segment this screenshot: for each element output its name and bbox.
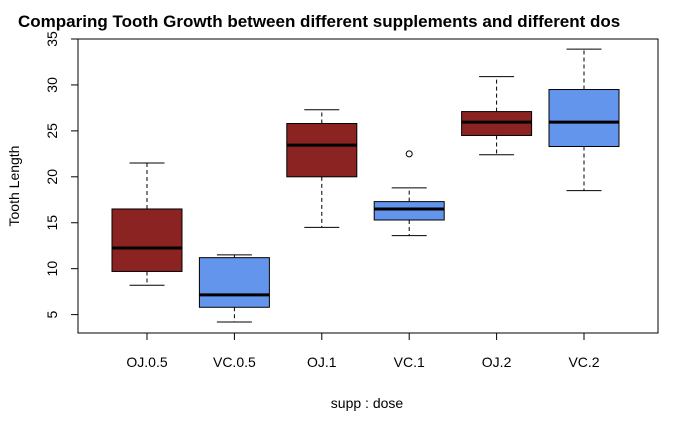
box-group xyxy=(286,109,358,228)
y-axis-label: Tooth Length xyxy=(6,146,22,227)
box-group xyxy=(111,162,183,286)
y-axis: 5 10 15 20 25 30 35 xyxy=(44,31,78,319)
y-tick-label: 30 xyxy=(44,77,60,93)
box-group xyxy=(198,254,270,323)
plot-frame xyxy=(77,38,659,334)
x-tick-label: OJ.0.5 xyxy=(126,354,167,370)
boxes xyxy=(111,48,620,323)
x-tick-label: VC.1 xyxy=(394,354,425,370)
box-iqr xyxy=(548,89,620,147)
x-tick-label: OJ.2 xyxy=(482,354,512,370)
y-tick-label: 15 xyxy=(44,215,60,231)
y-tick-label: 5 xyxy=(44,311,60,319)
box-group xyxy=(548,48,620,192)
x-tick-label: OJ.1 xyxy=(307,354,337,370)
outlier-point xyxy=(405,150,413,158)
y-tick-label: 10 xyxy=(44,261,60,277)
y-tick-label: 35 xyxy=(44,31,60,47)
plot-border xyxy=(77,38,659,334)
y-tick-label: 25 xyxy=(44,123,60,139)
y-tick-label: 20 xyxy=(44,169,60,185)
x-tick-label: VC.0.5 xyxy=(213,354,256,370)
x-axis-label: supp : dose xyxy=(331,395,404,411)
box-group xyxy=(373,150,445,237)
box-iqr xyxy=(286,123,358,178)
x-axis: OJ.0.5 VC.0.5 OJ.1 VC.1 OJ.2 VC.2 xyxy=(126,333,600,370)
box-iqr xyxy=(111,208,183,272)
box-iqr xyxy=(198,257,270,308)
chart-title: Comparing Tooth Growth between different… xyxy=(18,12,620,31)
x-tick-label: VC.2 xyxy=(568,354,599,370)
box-group xyxy=(461,76,533,156)
box-iqr xyxy=(373,201,445,221)
